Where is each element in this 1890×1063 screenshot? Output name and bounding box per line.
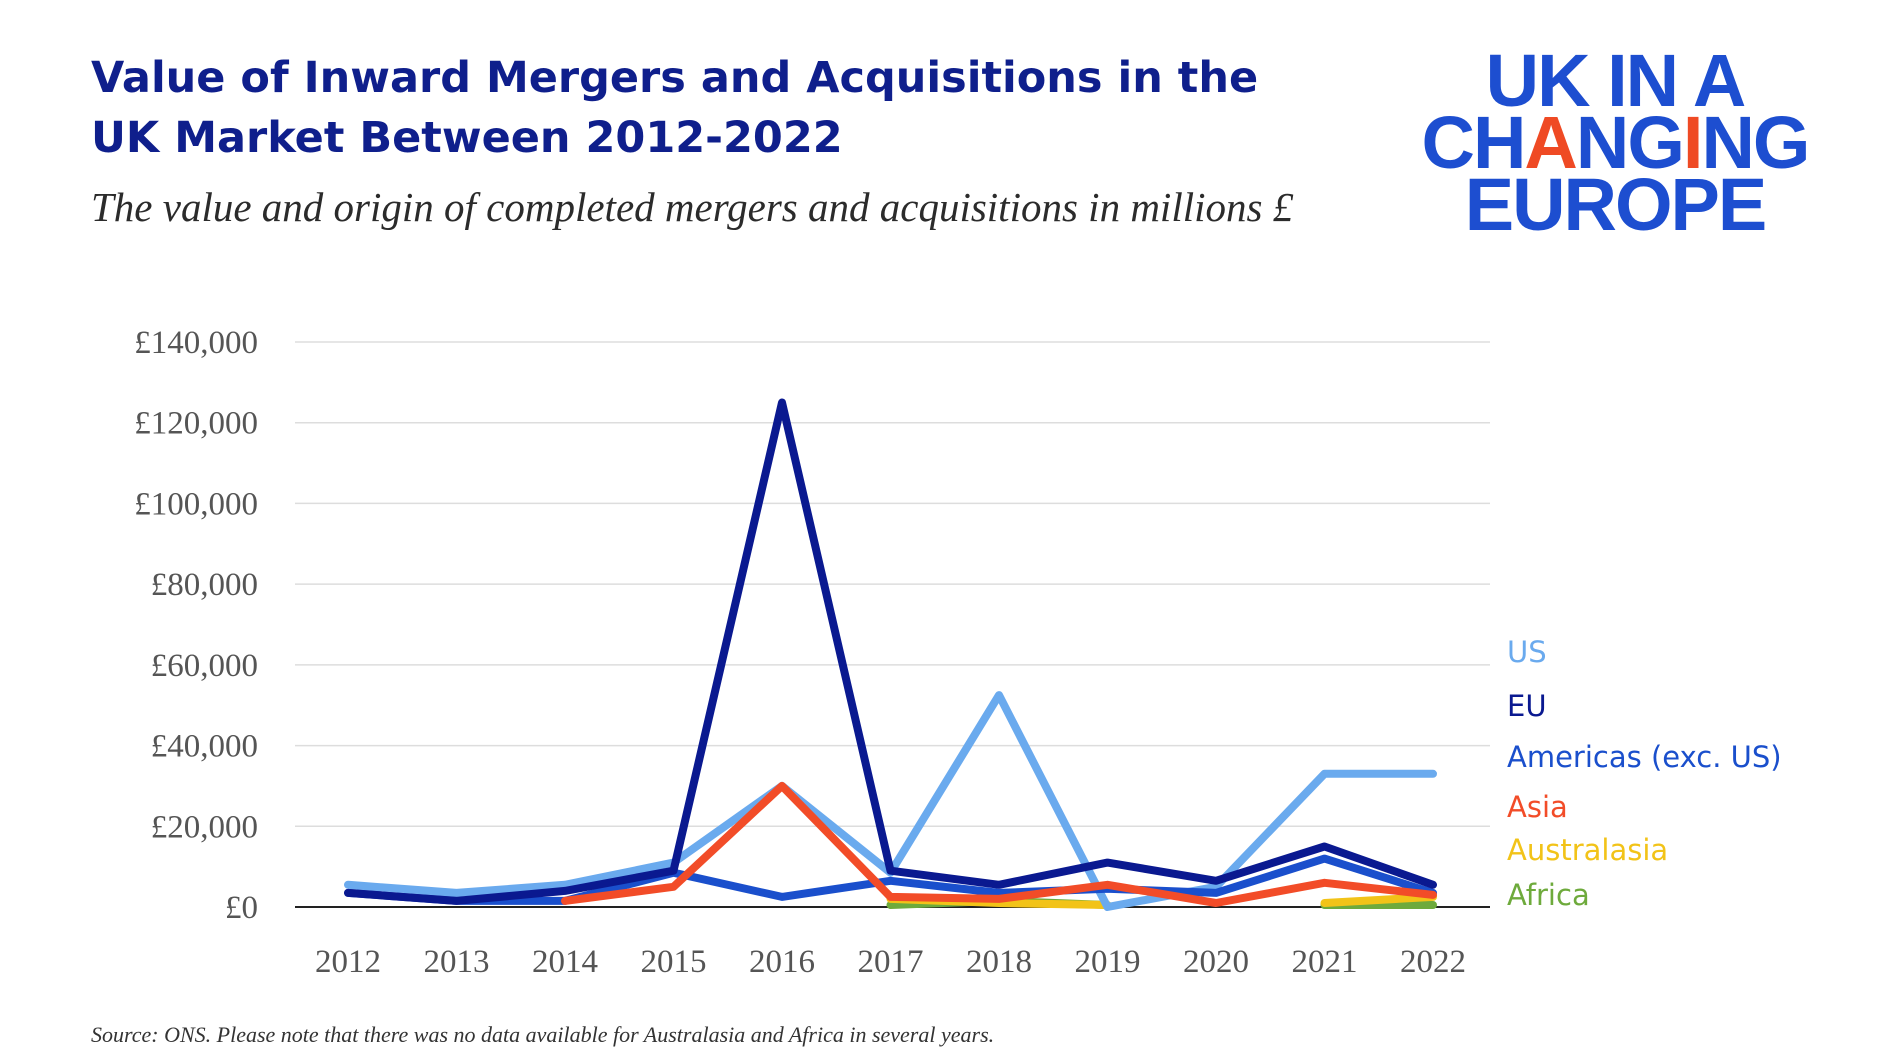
y-axis-ticks: £0 £20,000 £40,000 £60,000 £80,000 £100,000 £1… <box>134 325 258 926</box>
x-tick-label: 2016 <box>749 944 815 980</box>
x-tick-label: 2021 <box>1292 944 1358 980</box>
legend-entry: EU <box>1507 689 1547 723</box>
x-tick-label: 2019 <box>1075 944 1141 980</box>
y-tick-label: £120,000 <box>134 406 258 442</box>
source-note: Source: ONS. Please note that there was … <box>91 1022 995 1047</box>
x-tick-label: 2020 <box>1183 944 1249 980</box>
legend-entry: Africa <box>1507 878 1590 912</box>
y-tick-label: £0 <box>225 890 258 926</box>
y-tick-label: £40,000 <box>151 729 258 765</box>
chart-series <box>344 398 1437 911</box>
line-chart: £0 £20,000 £40,000 £60,000 £80,000 £100,000 £1… <box>134 325 1782 980</box>
x-tick-label: 2022 <box>1400 944 1466 980</box>
y-tick-label: £60,000 <box>151 648 258 684</box>
series-line-asia <box>561 781 1437 907</box>
legend-entry: US <box>1507 635 1547 669</box>
x-tick-label: 2013 <box>424 944 490 980</box>
y-tick-label: £20,000 <box>151 809 258 845</box>
x-tick-label: 2018 <box>966 944 1032 980</box>
logo-line-1: UK IN A <box>1485 39 1747 122</box>
chart-subtitle: The value and origin of completed merger… <box>91 184 1294 230</box>
chart-title: Value of Inward Mergers and Acquisitions… <box>91 53 1259 163</box>
logo-line-2: CHANGING <box>1421 101 1811 184</box>
x-tick-label: 2017 <box>858 944 924 980</box>
y-tick-label: £140,000 <box>134 325 258 361</box>
x-tick-label: 2015 <box>641 944 707 980</box>
x-axis-ticks: 2012 2013 2014 2015 2016 2017 2018 2019 2020 2021… <box>315 944 1466 980</box>
chart-legend: US EU Americas (exc. US) Asia Australasia Afr… <box>1507 635 1782 912</box>
y-tick-label: £80,000 <box>151 567 258 603</box>
x-tick-label: 2012 <box>315 944 381 980</box>
y-tick-label: £100,000 <box>134 486 258 522</box>
x-tick-label: 2014 <box>532 944 598 980</box>
legend-entry: Asia <box>1507 790 1568 824</box>
legend-entry: Australasia <box>1507 833 1668 867</box>
chart-grid <box>295 341 1490 908</box>
legend-entry: Americas (exc. US) <box>1507 740 1782 774</box>
series-line-americas-exc-us <box>344 854 1437 905</box>
uk-in-a-changing-europe-logo: UK IN A CHANGING EUROPE <box>1405 39 1825 246</box>
series-line-eu <box>344 398 1437 905</box>
logo-line-3: EUROPE <box>1464 163 1768 246</box>
